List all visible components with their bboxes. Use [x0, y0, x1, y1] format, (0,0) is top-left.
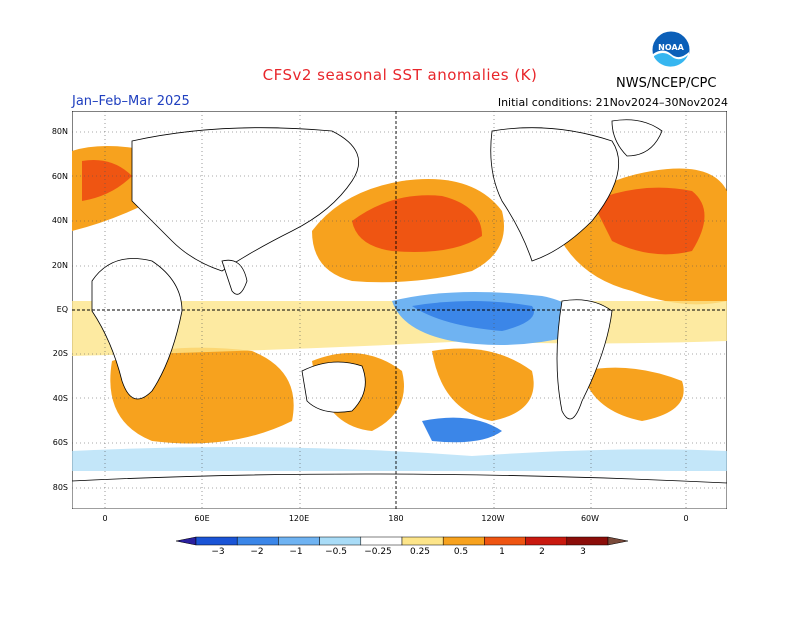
- colorbar-box: [401, 536, 444, 546]
- colorbar-box: [278, 536, 320, 546]
- colorbar-label: 2: [539, 547, 545, 557]
- lon-label-180: 180: [388, 514, 404, 523]
- colorbar-box: [360, 536, 403, 546]
- lat-label-60n: 60N: [51, 172, 68, 181]
- lon-label-60e: 60E: [194, 514, 210, 523]
- lon-label-0-east: 0: [683, 514, 689, 523]
- colorbar-arrow-low: [176, 536, 197, 546]
- lon-label-0: 0: [102, 514, 108, 523]
- colorbar-box: [484, 536, 526, 546]
- colorbar-box: [525, 536, 568, 546]
- initial-conditions: Initial conditions: 21Nov2024–30Nov2024: [497, 96, 728, 109]
- lat-label-60s: 60S: [52, 438, 68, 447]
- lon-label-120w: 120W: [481, 514, 505, 523]
- agency-label: NWS/NCEP/CPC: [616, 76, 717, 91]
- lat-label-40s: 40S: [52, 394, 68, 403]
- lat-label-80s: 80S: [52, 483, 68, 492]
- lat-label-eq: EQ: [56, 305, 68, 314]
- forecast-period: Jan–Feb–Mar 2025: [72, 94, 190, 109]
- colorbar: [176, 536, 628, 546]
- colorbar-label: −0.25: [364, 547, 392, 557]
- colorbar-label: 1: [499, 547, 505, 557]
- colorbar-label: 0.25: [409, 547, 431, 557]
- noaa-logo: NOAA: [651, 30, 691, 70]
- lat-label-80n: 80N: [51, 127, 68, 136]
- lat-label-20n: 20N: [51, 261, 68, 270]
- colorbar-box: [319, 536, 362, 546]
- colorbar-box: [195, 536, 238, 546]
- colorbar-box: [442, 536, 485, 546]
- lon-label-120e: 120E: [288, 514, 310, 523]
- colorbar-arrow-high: [607, 536, 628, 546]
- map-title: CFSv2 seasonal SST anomalies (K): [262, 66, 538, 84]
- colorbar-label: 0.5: [453, 547, 469, 557]
- colorbar-label: −3: [211, 547, 225, 557]
- lon-label-60w: 60W: [580, 514, 600, 523]
- colorbar-label: 3: [580, 547, 586, 557]
- svg-text:NOAA: NOAA: [658, 43, 684, 52]
- continents: [72, 119, 727, 509]
- colorbar-box: [236, 536, 279, 546]
- colorbar-label: −1: [289, 547, 303, 557]
- colorbar-box: [566, 536, 609, 546]
- lat-label-20s: 20S: [52, 349, 68, 358]
- colorbar-label: −0.5: [325, 547, 347, 557]
- sst-anomaly-map: [72, 111, 727, 509]
- lat-label-40n: 40N: [51, 216, 68, 225]
- colorbar-label: −2: [250, 547, 264, 557]
